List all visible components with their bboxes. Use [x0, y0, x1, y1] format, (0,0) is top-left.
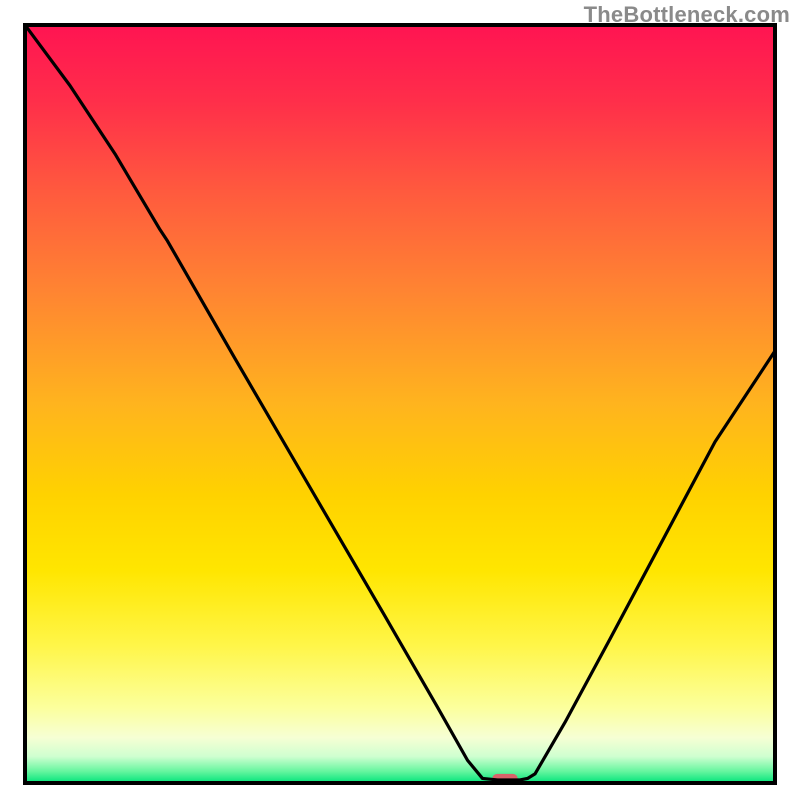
- chart-container: TheBottleneck.com: [0, 0, 800, 800]
- bottleneck-curve-chart: [0, 0, 800, 800]
- watermark-text: TheBottleneck.com: [584, 2, 790, 28]
- gradient-background: [25, 25, 775, 783]
